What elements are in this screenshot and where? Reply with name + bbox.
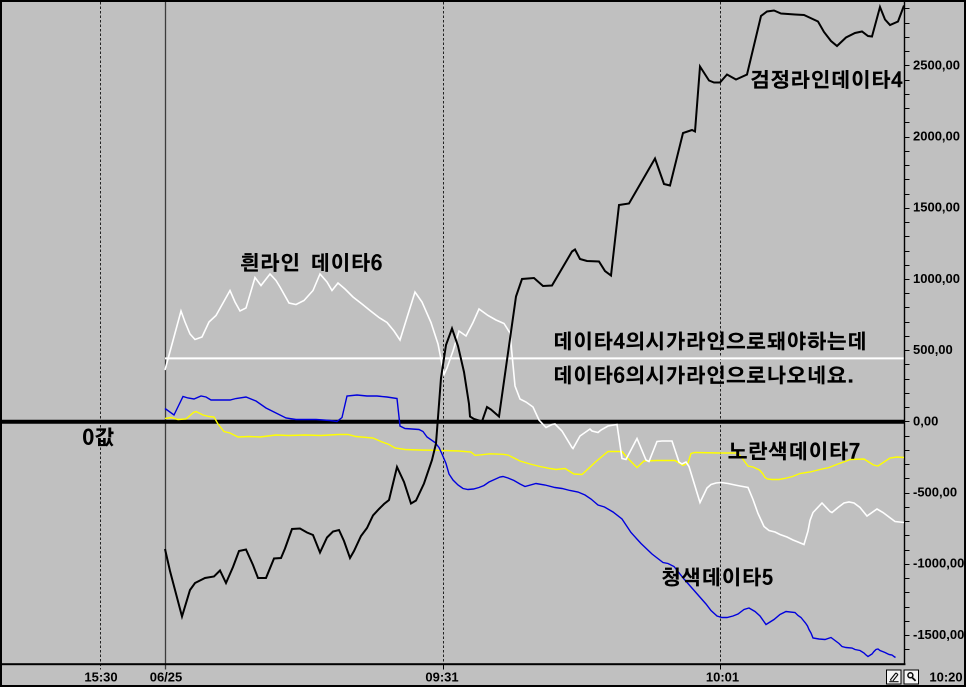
svg-text:2000,00: 2000,00 [913, 129, 960, 144]
svg-text:-1500,00: -1500,00 [913, 627, 964, 642]
svg-text:10:01: 10:01 [706, 670, 739, 685]
svg-text:500,00: 500,00 [913, 342, 953, 357]
svg-text:1500,00: 1500,00 [913, 200, 960, 215]
svg-text:15:30: 15:30 [84, 670, 117, 685]
svg-text:1000,00: 1000,00 [913, 271, 960, 286]
svg-text:09:31: 09:31 [425, 670, 458, 685]
svg-text:-1000,00: -1000,00 [913, 556, 964, 571]
svg-text:2500,00: 2500,00 [913, 57, 960, 72]
svg-text:0,00: 0,00 [913, 413, 938, 428]
svg-text:06/25: 06/25 [150, 670, 183, 685]
svg-text:-500,00: -500,00 [913, 485, 957, 500]
svg-text:10:20: 10:20 [929, 670, 962, 685]
